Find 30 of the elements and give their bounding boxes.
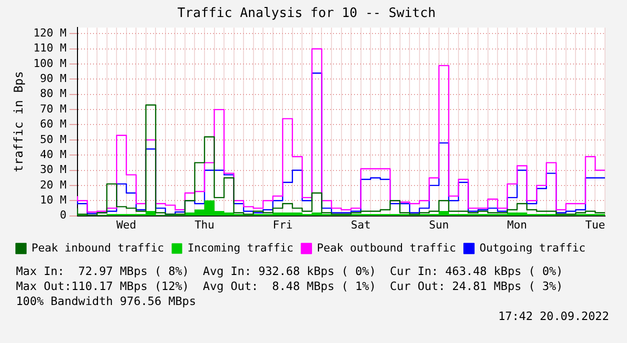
y-tick-label: 120 M (33, 26, 67, 40)
chart-title: Traffic Analysis for 10 -- Switch (177, 6, 436, 22)
legend-label: Peak outbound traffic (316, 241, 456, 254)
x-tick-label: Sat (350, 218, 371, 232)
y-tick-label: 100 M (33, 56, 67, 70)
y-tick-label: 0 (60, 208, 67, 222)
y-tick-label: 10 M (40, 193, 67, 206)
text: Max Out:110.17 MBps (12%) Avg Out: 8.48 MBps ( 1%) Cur Out: 24.81 MBps ( 3%) (16, 279, 564, 294)
y-tick-label: 80 M (40, 87, 67, 100)
x-tick-label: Mon (507, 218, 528, 232)
y-tick-label: 20 M (40, 178, 67, 192)
x-tick-label: Fri (272, 218, 293, 232)
legend-label: Incoming traffic (187, 241, 294, 254)
y-tick-label: 30 M (40, 163, 67, 176)
y-tick-label: 70 M (40, 102, 67, 116)
y-tick-label: 40 M (40, 148, 67, 161)
y-tick-label: 110 M (33, 42, 67, 55)
text: 100% Bandwidth 976.56 MBps (16, 294, 198, 309)
legend-label: Peak inbound traffic (32, 241, 164, 254)
text: 17:42 20.09.2022 (497, 309, 609, 324)
y-axis-title: traffic in Bps (11, 71, 26, 172)
y-tick-label: 60 M (40, 118, 67, 131)
x-tick-label: Tue (585, 218, 606, 232)
x-tick-label: Wed (116, 218, 136, 232)
text: Max In: 72.97 MBps ( 8%) Avg In: 932.68 kBps ( 0%) Cur In: 463.48 kBps ( 0%) (16, 264, 564, 279)
legend-label: Outgoing traffic (479, 241, 586, 254)
y-tick-label: 90 M (40, 72, 67, 86)
x-tick-label: Thu (194, 218, 214, 232)
x-tick-label: Sun (429, 218, 449, 232)
y-tick-label: 50 M (40, 132, 67, 146)
